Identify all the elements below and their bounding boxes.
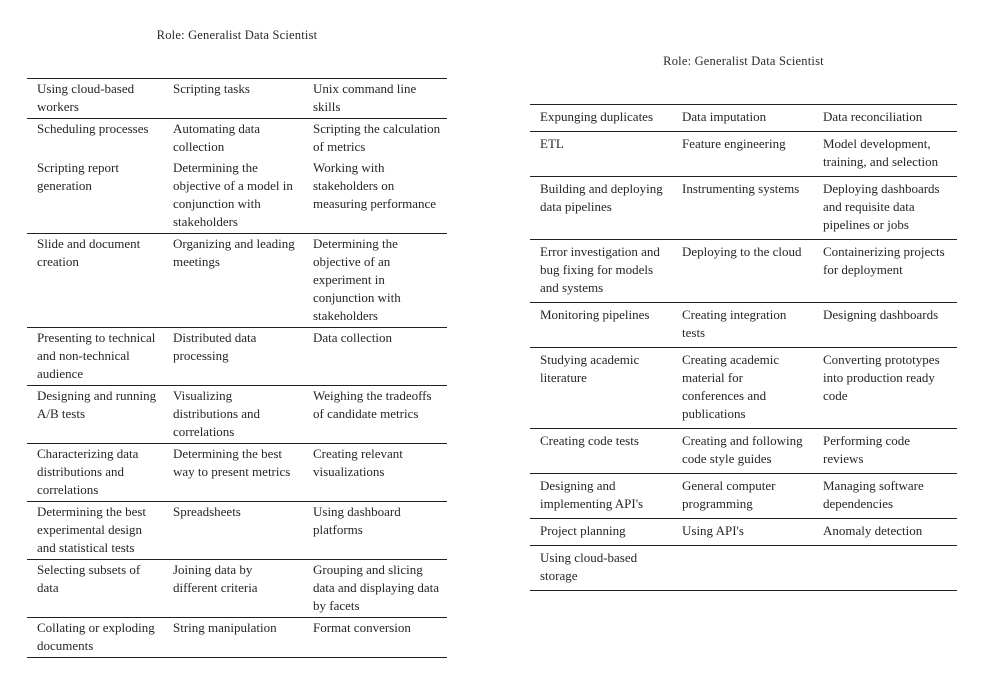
task-cell: Creating relevant visualizations: [303, 443, 447, 502]
task-cell: Monitoring pipelines: [530, 302, 672, 348]
task-cell: ETL: [530, 131, 672, 177]
table-row: Error investigation and bug fixing for m…: [530, 239, 957, 303]
table-row: Using cloud-based storage: [530, 545, 957, 591]
task-cell: Containerizing projects for deployment: [813, 239, 957, 303]
task-cell: Using cloud-based workers: [27, 78, 163, 119]
task-cell: [813, 545, 957, 591]
table-row: Studying academic literature Creating aca…: [530, 347, 957, 429]
table-row: Scheduling processes Automating data coll…: [27, 119, 447, 159]
task-cell: Collating or exploding documents: [27, 617, 163, 658]
task-cell: Presenting to technical and non-technica…: [27, 327, 163, 386]
table-row: Selecting subsets of data Joining data by…: [27, 559, 447, 618]
task-cell: Selecting subsets of data: [27, 559, 163, 618]
table-row: Building and deploying data pipelines Ins…: [530, 176, 957, 240]
task-cell: Scripting tasks: [163, 78, 303, 119]
table-row: Determining the best experimental design…: [27, 501, 447, 560]
task-cell: Data reconciliation: [813, 104, 957, 132]
task-cell: Determining the best way to present metr…: [163, 443, 303, 502]
task-cell: General computer programming: [672, 473, 813, 519]
task-cell: Converting prototypes into production re…: [813, 347, 957, 429]
task-cell: Expunging duplicates: [530, 104, 672, 132]
table-row: Designing and running A/B tests Visualizi…: [27, 385, 447, 444]
task-cell: Automating data collection: [173, 121, 261, 154]
task-cell: Creating integration tests: [672, 302, 813, 348]
task-cell: Determining the objective of a model in …: [163, 158, 303, 234]
task-cell: Feature engineering: [672, 131, 813, 177]
task-cell: Spreadsheets: [163, 501, 303, 560]
task-cell: Scripting report generation: [27, 158, 163, 234]
task-cell: Scheduling processes: [37, 121, 149, 136]
table-row: Using cloud-based workers Scripting tasks…: [27, 78, 447, 119]
task-cell: Using cloud-based storage: [530, 545, 672, 591]
tasks-table-right: Expunging duplicates Data imputation Data …: [530, 104, 957, 591]
task-cell: Deploying dashboards and requisite data …: [813, 176, 957, 240]
task-cell: Using API's: [672, 518, 813, 546]
task-cell: Designing and running A/B tests: [27, 385, 163, 444]
task-cell: Designing and implementing API's: [530, 473, 672, 519]
task-cell: Grouping and slicing data and displaying…: [303, 559, 447, 618]
task-cell: Using dashboard platforms: [303, 501, 447, 560]
task-cell: Data collection: [303, 327, 447, 386]
task-cell: Performing code reviews: [813, 428, 957, 474]
page-title: Role: Generalist Data Scientist: [663, 54, 824, 68]
tasks-table-left: Using cloud-based workers Scripting tasks…: [27, 78, 447, 658]
table-row: Characterizing data distributions and co…: [27, 443, 447, 502]
task-cell: Characterizing data distributions and co…: [27, 443, 163, 502]
task-cell: Determining the best experimental design…: [27, 501, 163, 560]
task-cell: Joining data by different criteria: [163, 559, 303, 618]
table-row: Creating code tests Creating and followin…: [530, 428, 957, 474]
task-cell: Designing dashboards: [813, 302, 957, 348]
table-row: Monitoring pipelines Creating integration…: [530, 302, 957, 348]
task-cell: Model development, training, and selecti…: [813, 131, 957, 177]
task-cell: Project planning: [530, 518, 672, 546]
page-title: Role: Generalist Data Scientist: [156, 28, 318, 42]
table-row: Designing and implementing API's General …: [530, 473, 957, 519]
task-cell: Unix command line skills: [303, 78, 447, 119]
task-cell: Working with stakeholders on measuring p…: [303, 158, 447, 234]
table-row: Scripting report generation Determining t…: [27, 158, 447, 234]
table-row: Slide and document creation Organizing an…: [27, 233, 447, 328]
table-row: Expunging duplicates Data imputation Data …: [530, 104, 957, 132]
table-row: Project planning Using API's Anomaly detec…: [530, 518, 957, 546]
task-cell: Deploying to the cloud: [672, 239, 813, 303]
task-cell: Distributed data processing: [163, 327, 303, 386]
task-cell: Building and deploying data pipelines: [530, 176, 672, 240]
task-cell: [672, 545, 813, 591]
task-cell: Organizing and leading meetings: [163, 233, 303, 328]
task-cell: Creating and following code style guides: [672, 428, 813, 474]
table-row: ETL Feature engineering Model development,…: [530, 131, 957, 177]
task-cell: Managing software dependencies: [813, 473, 957, 519]
task-cell: Anomaly detection: [813, 518, 957, 546]
task-cell: Data imputation: [672, 104, 813, 132]
task-cell: Studying academic literature: [530, 347, 672, 429]
task-cell: Slide and document creation: [27, 233, 163, 328]
task-cell: Creating academic material for conferenc…: [672, 347, 813, 429]
table-row: Collating or exploding documents String m…: [27, 617, 447, 658]
task-cell: Error investigation and bug fixing for m…: [530, 239, 672, 303]
task-cell: Determining the objective of an experime…: [303, 233, 447, 328]
task-cell: Scripting the calculation of metrics: [313, 121, 441, 154]
task-cell: Instrumenting systems: [672, 176, 813, 240]
task-cell: Weighing the tradeoffs of candidate metr…: [303, 385, 447, 444]
task-cell: String manipulation: [163, 617, 303, 658]
task-cell: Format conversion: [303, 617, 447, 658]
task-cell: Creating code tests: [530, 428, 672, 474]
task-cell: Visualizing distributions and correlatio…: [163, 385, 303, 444]
table-row: Presenting to technical and non-technica…: [27, 327, 447, 386]
